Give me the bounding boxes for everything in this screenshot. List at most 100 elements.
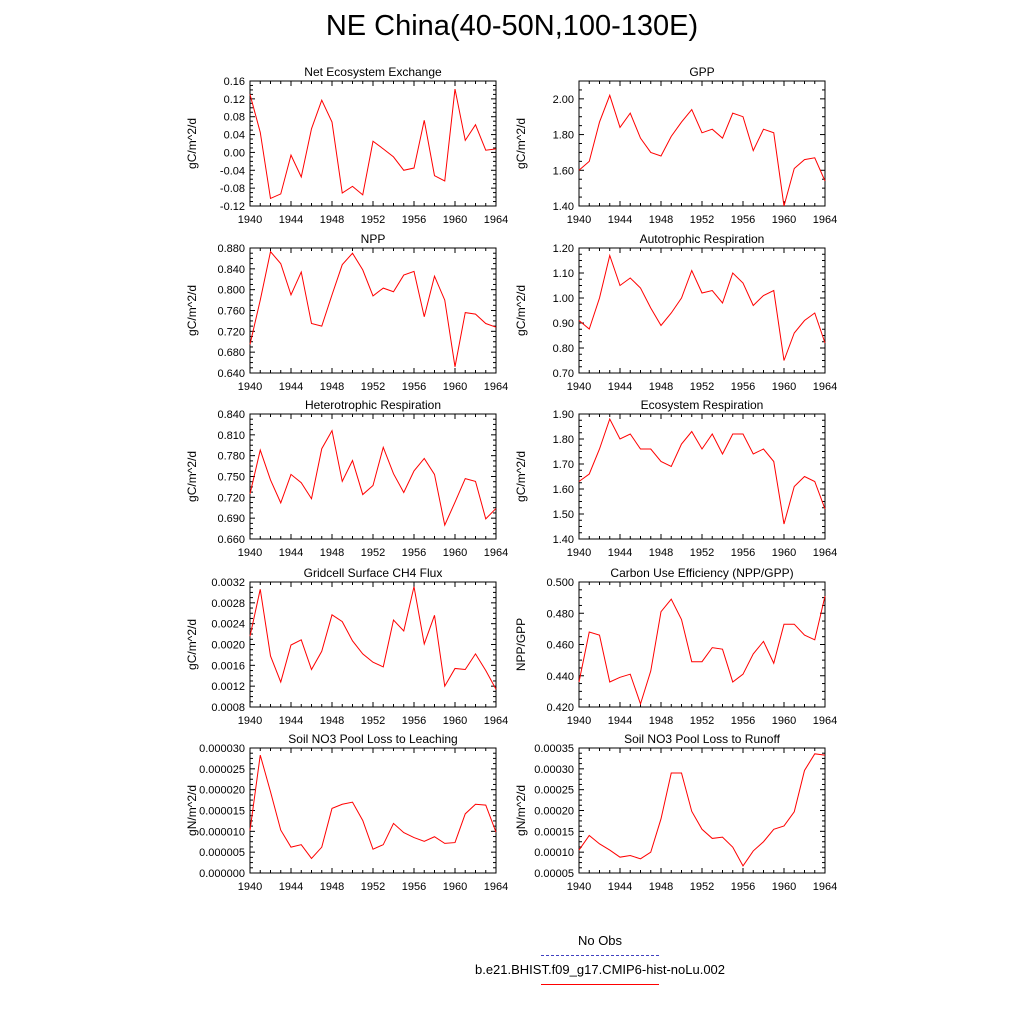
- y-tick-label: 1.10: [553, 268, 574, 280]
- y-tick-label: 0.880: [217, 243, 245, 255]
- x-tick-label: 1940: [238, 381, 262, 393]
- y-tick-label: 0.08: [224, 112, 245, 124]
- y-tick-label: 0.0016: [211, 660, 245, 672]
- x-tick-label: 1944: [279, 881, 303, 893]
- panel-title: Gridcell Surface CH4 Flux: [304, 566, 443, 580]
- series-line: [578, 253, 826, 361]
- x-tick-label: 1956: [402, 214, 426, 226]
- x-tick-label: 1952: [361, 881, 385, 893]
- x-tick-label: 1952: [361, 547, 385, 559]
- x-tick-label: 1952: [361, 715, 385, 727]
- chart-panel: Heterotrophic Respiration gC/m^2/d 1940 194…: [185, 398, 508, 559]
- y-tick-label: 0.0028: [211, 598, 245, 610]
- x-tick-label: 1940: [238, 547, 262, 559]
- y-tick-label: 0.0008: [211, 702, 245, 714]
- y-tick-label: 0.00: [224, 147, 245, 159]
- x-tick-label: 1944: [279, 381, 303, 393]
- panel-title: Autotrophic Respiration: [640, 232, 765, 246]
- x-tick-label: 1944: [608, 381, 632, 393]
- x-tick-label: 1948: [649, 214, 673, 226]
- y-tick-label: 1.80: [553, 130, 574, 142]
- y-tick-label: 1.00: [553, 293, 574, 305]
- y-tick-label: 0.680: [217, 347, 245, 359]
- y-tick-label: 0.720: [217, 492, 245, 504]
- series-line: [249, 429, 497, 527]
- x-tick-label: 1960: [772, 547, 796, 559]
- y-tick-label: 0.460: [546, 640, 574, 652]
- x-tick-label: 1964: [484, 214, 508, 226]
- x-tick-label: 1960: [443, 881, 467, 893]
- y-tick-label: 0.00005: [534, 868, 574, 880]
- y-tick-label: -0.12: [220, 201, 245, 213]
- x-tick-label: 1940: [567, 547, 591, 559]
- y-tick-label: 1.70: [553, 459, 574, 471]
- y-tick-label: 1.60: [553, 484, 574, 496]
- y-tick-label: 0.000025: [199, 764, 245, 776]
- y-tick-label: 0.640: [217, 368, 245, 380]
- y-tick-label: 1.50: [553, 509, 574, 521]
- y-tick-label: 0.00025: [534, 785, 574, 797]
- y-axis-label: gC/m^2/d: [514, 118, 528, 169]
- chart-panel: Ecosystem Respiration gC/m^2/d 1940 1944 194…: [514, 398, 837, 559]
- panel-title: Soil NO3 Pool Loss to Runoff: [624, 732, 781, 746]
- y-tick-label: 0.0020: [211, 640, 245, 652]
- x-tick-label: 1944: [608, 547, 632, 559]
- x-tick-label: 1960: [443, 381, 467, 393]
- x-tick-label: 1956: [402, 381, 426, 393]
- y-tick-label: 0.70: [553, 368, 574, 380]
- y-tick-label: 1.90: [553, 409, 574, 421]
- y-tick-label: 0.00015: [534, 826, 574, 838]
- y-axis-label: gC/m^2/d: [185, 451, 199, 502]
- x-tick-label: 1956: [731, 881, 755, 893]
- chart-panel: Carbon Use Efficiency (NPP/GPP) NPP/GPP 19…: [514, 566, 837, 727]
- x-tick-label: 1948: [320, 715, 344, 727]
- y-axis-label: gC/m^2/d: [514, 285, 528, 336]
- series-line: [249, 88, 497, 200]
- y-tick-label: -0.08: [220, 183, 245, 195]
- y-tick-label: 0.04: [224, 130, 245, 142]
- y-tick-label: 0.720: [217, 326, 245, 338]
- y-tick-label: 1.60: [553, 165, 574, 177]
- x-tick-label: 1944: [608, 715, 632, 727]
- x-tick-label: 1956: [731, 214, 755, 226]
- x-tick-label: 1960: [772, 214, 796, 226]
- y-tick-label: 0.500: [546, 577, 574, 589]
- y-tick-label: 0.750: [217, 472, 245, 484]
- panel-title: Soil NO3 Pool Loss to Leaching: [288, 732, 457, 746]
- y-axis-label: gN/m^2/d: [514, 785, 528, 836]
- y-tick-label: 0.0012: [211, 681, 245, 693]
- y-axis-label: gC/m^2/d: [514, 451, 528, 502]
- y-tick-label: 0.16: [224, 76, 245, 88]
- plot-frame: [578, 413, 826, 540]
- plot-frame: [578, 581, 826, 708]
- plot-frame: [249, 247, 497, 374]
- series-line: [578, 753, 826, 867]
- panel-title: GPP: [689, 65, 714, 79]
- x-tick-label: 1964: [813, 715, 837, 727]
- y-tick-label: 0.000005: [199, 847, 245, 859]
- panel-title: Net Ecosystem Exchange: [304, 65, 442, 79]
- y-tick-label: 0.0024: [211, 619, 245, 631]
- x-tick-label: 1960: [443, 715, 467, 727]
- y-tick-label: 0.12: [224, 94, 245, 106]
- series-line: [249, 754, 497, 860]
- x-tick-label: 1956: [402, 547, 426, 559]
- panel-title: NPP: [361, 232, 386, 246]
- y-tick-label: 0.90: [553, 318, 574, 330]
- x-tick-label: 1960: [443, 547, 467, 559]
- chart-panel: Soil NO3 Pool Loss to Runoff gN/m^2/d 1940…: [514, 732, 837, 893]
- x-tick-label: 1948: [320, 381, 344, 393]
- x-tick-label: 1956: [402, 881, 426, 893]
- x-tick-label: 1940: [567, 881, 591, 893]
- series-line: [249, 250, 497, 367]
- y-axis-label: gN/m^2/d: [185, 785, 199, 836]
- x-tick-label: 1964: [484, 381, 508, 393]
- x-tick-label: 1964: [484, 547, 508, 559]
- x-tick-label: 1944: [608, 881, 632, 893]
- x-tick-label: 1964: [813, 214, 837, 226]
- x-tick-label: 1964: [813, 881, 837, 893]
- x-tick-label: 1948: [649, 715, 673, 727]
- x-tick-label: 1940: [567, 715, 591, 727]
- x-tick-label: 1944: [608, 214, 632, 226]
- x-tick-label: 1948: [649, 381, 673, 393]
